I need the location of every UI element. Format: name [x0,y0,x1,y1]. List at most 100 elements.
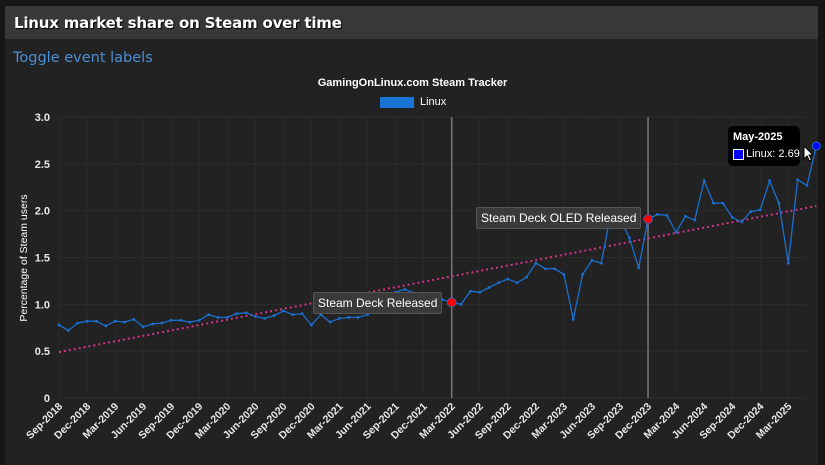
data-point[interactable] [95,319,98,323]
data-point[interactable] [581,272,584,276]
data-point[interactable] [656,213,659,216]
data-point[interactable] [104,324,108,328]
data-point[interactable] [777,201,781,205]
x-axis-ticks: Sep-2018Dec-2018Mar-2019Jun-2019Sep-2019… [24,401,795,442]
data-point[interactable] [459,302,463,306]
data-point[interactable] [721,201,725,205]
event-lines [450,117,649,398]
data-point[interactable] [730,215,734,219]
tooltip-swatch [733,148,744,160]
data-point[interactable] [684,214,687,218]
chart-tooltip: May-2025 Linux: 2.69 [728,126,800,166]
data-point[interactable] [768,179,771,183]
data-point[interactable] [57,323,61,327]
data-point[interactable] [207,313,211,317]
data-point[interactable] [347,316,351,319]
event-markers[interactable] [446,214,653,308]
data-point[interactable] [310,323,313,327]
data-point[interactable] [571,317,575,321]
event-marker[interactable] [446,297,457,308]
data-point[interactable] [749,210,753,214]
data-point[interactable] [805,183,809,187]
toggle-event-labels-link[interactable]: Toggle event labels [13,50,153,66]
data-point[interactable] [123,320,126,324]
data-point[interactable] [282,309,285,313]
y-tick-label: 1.0 [35,299,50,311]
event-label-steam-deck: Steam Deck Released [313,292,443,314]
data-point[interactable] [272,314,276,317]
data-point[interactable] [235,312,239,316]
data-point[interactable] [796,178,800,182]
data-point[interactable] [263,316,267,320]
trend-line [58,205,817,354]
data-point[interactable] [141,325,145,329]
data-point[interactable] [665,213,669,217]
data-point[interactable] [132,317,136,321]
data-point[interactable] [590,258,594,262]
data-point[interactable] [253,315,257,318]
tooltip-row: Linux: 2.69 [733,148,800,160]
chart-title: GamingOnLinux.com Steam Tracker [317,77,508,89]
event-label-steam-deck-oled: Steam Deck OLED Released [476,207,642,229]
grid-lines [58,116,806,399]
data-point[interactable] [328,320,332,324]
data-point[interactable] [151,322,154,326]
chart-legend[interactable]: Linux [380,96,446,108]
y-tick-label: 2.5 [35,159,50,171]
data-point[interactable] [506,277,510,281]
data-point[interactable] [758,208,762,212]
y-tick-label: 3.0 [35,112,50,124]
data-point[interactable] [627,236,631,240]
data-point[interactable] [216,316,220,319]
data-point[interactable] [553,267,556,271]
event-marker[interactable] [643,214,653,224]
data-point[interactable] [225,316,229,319]
data-point[interactable] [599,261,603,265]
data-point[interactable] [244,311,248,315]
panel-header: Linux market share on Steam over time [5,6,818,39]
panel-title: Linux market share on Steam over time [14,14,342,32]
data-point[interactable] [515,281,519,285]
y-axis-label: Percentage of Steam users [18,194,30,321]
data-point[interactable] [478,290,482,294]
tooltip-title: May-2025 [733,131,783,143]
data-point[interactable] [497,281,500,285]
data-point[interactable] [702,179,706,183]
data-point[interactable] [300,312,304,316]
data-point[interactable] [356,316,360,319]
data-point[interactable] [160,321,164,325]
data-point[interactable] [338,316,341,320]
data-point[interactable] [712,201,715,205]
y-tick-label: 2.0 [35,206,50,218]
data-point[interactable] [525,275,528,279]
data-point[interactable] [543,267,547,271]
data-point[interactable] [487,286,491,289]
data-point[interactable] [562,272,566,276]
data-point[interactable] [403,287,407,291]
y-tick-label: 0 [44,393,50,405]
data-point[interactable] [693,218,697,222]
data-point[interactable] [740,220,743,224]
data-point[interactable] [179,318,182,322]
data-point[interactable] [637,266,641,270]
data-point[interactable] [469,289,472,293]
y-tick-label: 1.5 [35,253,50,265]
y-tick-label: 0.5 [35,346,50,358]
data-point[interactable] [674,230,678,234]
chart-panel: Linux market share on Steam over time To… [5,6,818,465]
legend-swatch-linux [380,96,414,108]
data-point[interactable] [534,261,538,265]
data-point[interactable] [786,261,790,265]
mouse-cursor-icon [803,145,815,162]
legend-label-linux: Linux [420,96,447,108]
data-point[interactable] [291,313,295,317]
data-point[interactable] [169,318,173,322]
data-point[interactable] [197,318,201,322]
hovered-point[interactable] [811,141,821,151]
data-point[interactable] [188,320,192,324]
data-point[interactable] [66,329,70,332]
data-point[interactable] [113,319,117,323]
data-point[interactable] [85,319,89,323]
data-point[interactable] [76,321,80,325]
